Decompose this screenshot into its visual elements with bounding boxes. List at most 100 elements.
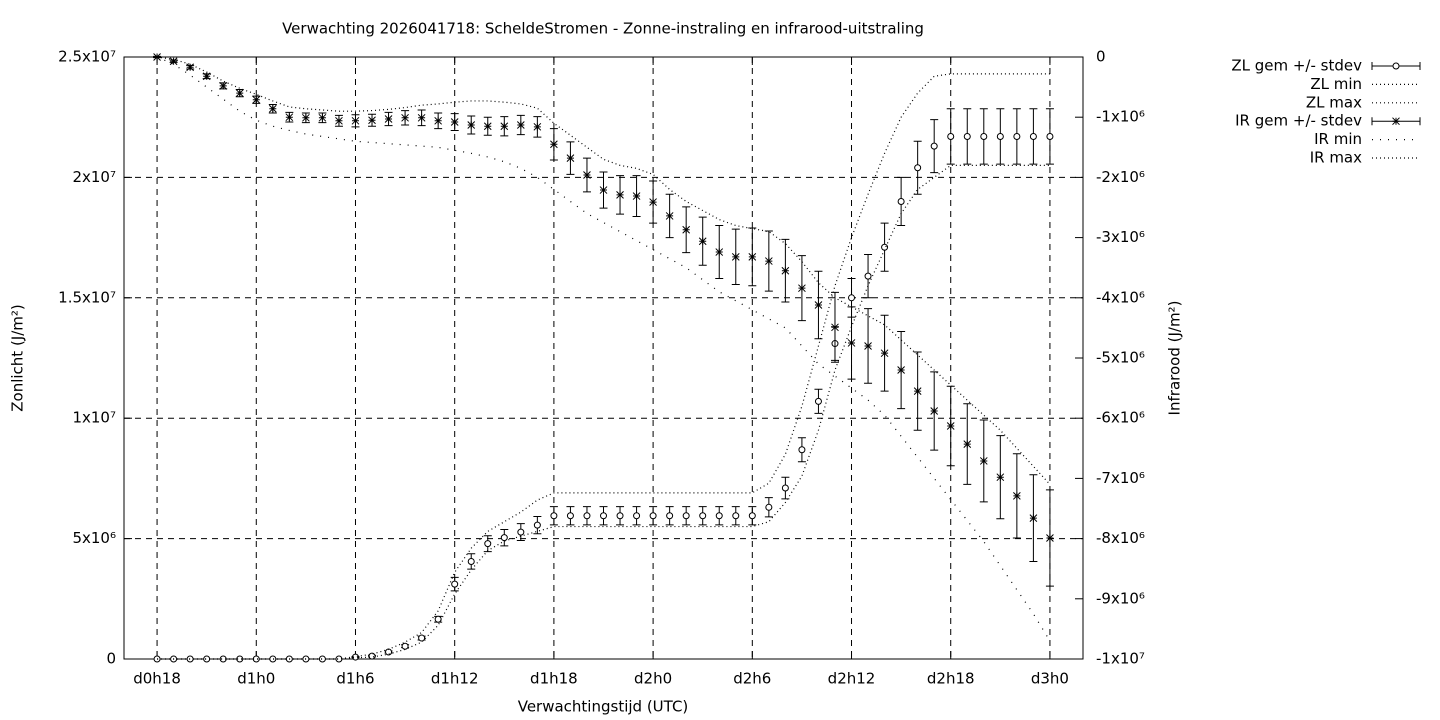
legend-label: ZL max <box>1306 93 1362 111</box>
data-point <box>864 272 872 280</box>
y-axis-label: Zonlicht (J/m²) <box>9 304 27 412</box>
data-point <box>467 557 475 565</box>
data-point <box>203 655 211 663</box>
data-point <box>698 237 707 246</box>
data-point <box>682 512 690 520</box>
y-tick-label: 1x10⁷ <box>72 409 116 427</box>
data-point <box>600 512 607 520</box>
y2-tick-label: -6x10⁶ <box>1096 409 1145 427</box>
data-point <box>831 323 839 332</box>
y2-axis-label: Infrarood (J/m²) <box>1166 301 1184 416</box>
data-point <box>252 655 260 663</box>
legend-label: IR gem +/- stdev <box>1235 112 1362 130</box>
data-point <box>1013 492 1021 500</box>
data-point <box>814 301 823 309</box>
data-point <box>1029 514 1038 522</box>
data-point <box>946 422 955 430</box>
data-point <box>616 512 624 520</box>
y2-tick-label: -8x10⁶ <box>1096 529 1145 547</box>
data-point <box>483 122 492 131</box>
data-point <box>401 113 409 122</box>
data-point <box>583 512 591 520</box>
data-point <box>732 512 740 520</box>
data-point <box>351 116 360 125</box>
data-point <box>434 116 443 125</box>
data-point <box>500 534 508 542</box>
data-point <box>368 116 376 125</box>
data-point <box>302 113 310 122</box>
y-tick-label: 5x10⁶ <box>72 529 116 547</box>
data-point <box>186 63 194 72</box>
data-point <box>814 397 822 405</box>
data-point <box>219 655 227 663</box>
series-line <box>157 73 1050 660</box>
x-tick-label: d2h6 <box>733 670 771 688</box>
y2-tick-label: -1x10⁷ <box>1096 650 1145 668</box>
data-point <box>682 225 691 234</box>
data-point <box>351 653 359 661</box>
data-point <box>235 89 244 97</box>
data-point <box>930 142 938 150</box>
data-point <box>335 116 343 125</box>
data-point <box>417 113 426 122</box>
data-point <box>996 132 1004 140</box>
plot-frame <box>123 56 1084 660</box>
data-point <box>897 366 905 374</box>
y2-tick-label: -2x10⁶ <box>1096 168 1145 186</box>
data-point <box>450 118 459 126</box>
y2-tick-label: -5x10⁶ <box>1096 349 1145 367</box>
legend-marker <box>1392 62 1400 70</box>
data-point <box>533 122 542 131</box>
data-point <box>764 257 773 265</box>
data-point <box>980 132 988 140</box>
data-point <box>748 253 757 261</box>
data-point <box>318 655 326 663</box>
data-point <box>947 132 955 140</box>
data-point <box>550 140 558 149</box>
x-tick-label: d3h0 <box>1031 670 1069 688</box>
data-point <box>268 104 277 113</box>
x-tick-label: d1h18 <box>530 670 578 688</box>
data-point <box>1046 132 1054 140</box>
data-point <box>963 132 971 140</box>
data-point <box>781 484 789 492</box>
data-point <box>930 407 939 415</box>
legend-label: ZL min <box>1310 75 1362 93</box>
data-point <box>781 266 790 275</box>
data-point <box>798 446 806 454</box>
data-point <box>748 512 756 520</box>
x-axis-label: Verwachtingstijd (UTC) <box>518 698 689 716</box>
data-point <box>500 122 509 131</box>
data-point <box>666 512 674 520</box>
data-point <box>913 387 922 395</box>
data-point <box>897 197 905 205</box>
data-point <box>979 457 988 465</box>
x-tick-label: d1h0 <box>237 670 275 688</box>
data-point <box>484 540 492 548</box>
data-point <box>236 655 244 663</box>
legend-label: IR max <box>1310 149 1362 167</box>
y2-tick-label: -4x10⁶ <box>1096 288 1145 306</box>
data-point <box>599 186 608 194</box>
data-point <box>616 191 624 199</box>
data-point <box>880 349 889 358</box>
data-point <box>1046 534 1054 542</box>
data-point <box>848 294 856 302</box>
data-point <box>566 154 575 162</box>
data-point <box>715 512 723 520</box>
data-point <box>1013 132 1021 140</box>
data-point <box>765 503 773 511</box>
data-point <box>186 655 194 663</box>
x-tick-label: d2h0 <box>634 670 672 688</box>
y2-tick-label: -9x10⁶ <box>1096 589 1145 607</box>
data-point <box>715 248 724 256</box>
data-point <box>401 642 409 650</box>
y2-tick-label: -3x10⁶ <box>1096 228 1145 246</box>
data-point <box>269 655 277 663</box>
data-point <box>699 512 707 520</box>
legend-label: IR min <box>1314 130 1362 148</box>
x-tick-label: d1h6 <box>336 670 374 688</box>
data-point <box>517 528 525 536</box>
